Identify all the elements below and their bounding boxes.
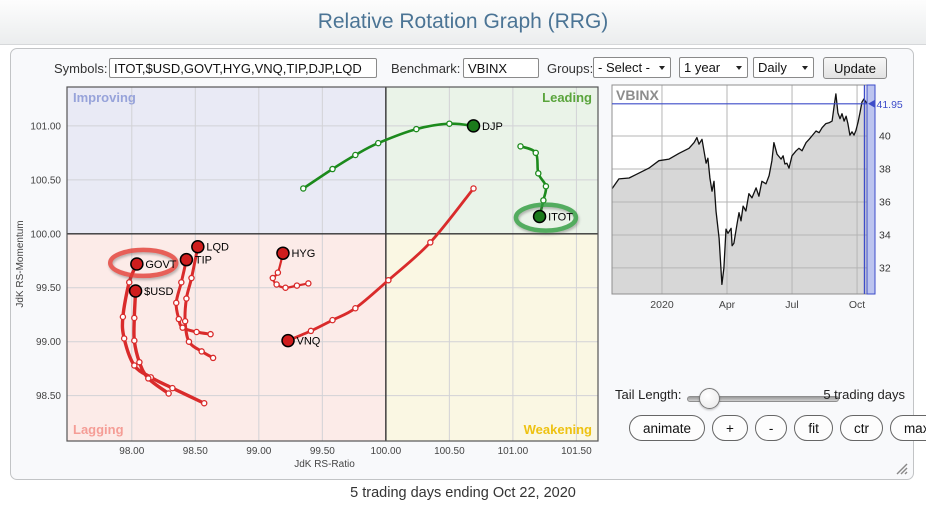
svg-text:32: 32 xyxy=(879,262,891,274)
benchmark-input[interactable] xyxy=(463,58,539,78)
main-panel: Symbols: Benchmark: Groups: - Select - 1… xyxy=(10,48,926,480)
zoom-in-button[interactable]: + xyxy=(712,415,748,441)
rrg-tail-DJP xyxy=(300,120,475,192)
rrg-label-LQD: LQD xyxy=(206,242,229,254)
rrg-dot-TIP[interactable] xyxy=(179,252,194,267)
svg-text:100.00: 100.00 xyxy=(371,446,402,457)
svg-text:Leading: Leading xyxy=(542,90,592,105)
rrg-dot-VNQ[interactable] xyxy=(281,333,295,348)
rrg-label-VNQ: VNQ xyxy=(297,336,321,348)
max-button[interactable]: max xyxy=(889,415,926,441)
groups-select[interactable]: - Select - xyxy=(593,57,671,78)
svg-text:Weakening: Weakening xyxy=(524,422,592,437)
rrg-label-TIP: TIP xyxy=(195,255,212,267)
fit-button[interactable]: fit xyxy=(794,415,833,441)
rrg-chart[interactable]: 98.00 98.50 99.00 99.50 100.00 100.50 101.00 10… xyxy=(13,81,605,477)
rrg-dot-GOVT[interactable] xyxy=(130,257,144,271)
svg-text:100.50: 100.50 xyxy=(30,175,61,186)
rrg-label-$USD: $USD xyxy=(144,286,173,298)
svg-text:34: 34 xyxy=(879,229,891,241)
svg-text:99.50: 99.50 xyxy=(36,283,61,294)
rrg-label-DJP: DJP xyxy=(482,121,503,133)
zoom-out-button[interactable]: - xyxy=(754,415,788,441)
update-button[interactable]: Update xyxy=(823,57,887,79)
date-scrollbar[interactable] xyxy=(866,84,876,295)
rrg-label-GOVT: GOVT xyxy=(145,259,176,271)
highlight-ellipse-ITOT xyxy=(513,202,579,233)
rrg-tail-$USD xyxy=(131,289,172,397)
rrg-dot-DJP[interactable] xyxy=(466,119,481,133)
rrg-dot-LQD[interactable] xyxy=(191,239,205,254)
animate-button[interactable]: animate xyxy=(629,415,706,441)
svg-text:Jul: Jul xyxy=(785,299,798,311)
benchmark-chart[interactable]: 2020 Apr Jul Oct 32 34 36 38 40 41.95 VBINX xyxy=(609,83,909,315)
tail-length-slider-track[interactable] xyxy=(687,396,839,402)
svg-text:2020: 2020 xyxy=(650,299,674,311)
rrg-dot-ITOT[interactable] xyxy=(532,209,547,224)
rrg-tail-LQD xyxy=(181,245,217,362)
svg-text:Lagging: Lagging xyxy=(73,422,124,437)
footer-caption: 5 trading days ending Oct 22, 2020 xyxy=(350,485,576,501)
svg-text:36: 36 xyxy=(879,196,891,208)
svg-text:40: 40 xyxy=(879,130,891,142)
groups-label: Groups: xyxy=(547,61,594,76)
svg-text:JdK RS-Ratio: JdK RS-Ratio xyxy=(294,459,355,470)
svg-text:Improving: Improving xyxy=(73,90,136,105)
svg-text:101.50: 101.50 xyxy=(561,446,592,457)
svg-text:98.50: 98.50 xyxy=(183,446,208,457)
symbols-label: Symbols: xyxy=(54,61,108,76)
period-select[interactable]: 1 year xyxy=(679,57,748,78)
svg-text:38: 38 xyxy=(879,163,891,175)
groups-select-control[interactable]: - Select - xyxy=(594,58,670,77)
frequency-select-control[interactable]: Daily xyxy=(754,58,813,77)
highlight-ellipse-GOVT xyxy=(107,247,179,279)
resize-handle[interactable] xyxy=(895,462,908,475)
chart-buttons: animate + - fit ctr max xyxy=(629,415,926,441)
rrg-tail-HYG xyxy=(269,252,312,291)
benchmark-label: Benchmark: xyxy=(391,61,461,76)
svg-text:100.50: 100.50 xyxy=(434,446,465,457)
frequency-select[interactable]: Daily xyxy=(753,57,814,78)
svg-text:Oct: Oct xyxy=(849,299,865,311)
svg-text:99.00: 99.00 xyxy=(246,446,271,457)
rrg-tail-TIP xyxy=(172,258,214,338)
last-price-arrow-icon xyxy=(868,99,875,108)
tail-length-value: 5 trading days xyxy=(823,387,905,402)
rrg-label-ITOT: ITOT xyxy=(548,212,573,224)
svg-text:101.00: 101.00 xyxy=(30,121,61,132)
period-select-control[interactable]: 1 year xyxy=(680,58,747,77)
last-price-label: 41.95 xyxy=(877,99,903,111)
svg-text:100.00: 100.00 xyxy=(30,229,61,240)
rrg-tail-ITOT xyxy=(517,143,550,218)
app-header: Relative Rotation Graph (RRG) xyxy=(0,0,926,45)
page-title: Relative Rotation Graph (RRG) xyxy=(317,10,609,33)
rrg-tail-VNQ xyxy=(286,185,477,342)
svg-text:99.50: 99.50 xyxy=(310,446,335,457)
tail-length-slider-knob[interactable] xyxy=(699,388,720,409)
symbols-input[interactable] xyxy=(109,58,377,78)
rrg-label-HYG: HYG xyxy=(291,248,315,260)
svg-text:98.00: 98.00 xyxy=(119,446,144,457)
svg-text:101.00: 101.00 xyxy=(498,446,529,457)
benchmark-chart-title: VBINX xyxy=(616,87,659,103)
ctr-button[interactable]: ctr xyxy=(839,415,883,441)
rrg-dot-HYG[interactable] xyxy=(276,246,290,260)
svg-text:99.00: 99.00 xyxy=(36,337,61,348)
svg-text:JdK RS-Momentum: JdK RS-Momentum xyxy=(15,220,26,307)
rrg-dot-$USD[interactable] xyxy=(128,284,143,298)
svg-text:Apr: Apr xyxy=(719,299,736,311)
svg-text:98.50: 98.50 xyxy=(36,391,61,402)
tail-length-label: Tail Length: xyxy=(615,387,682,402)
